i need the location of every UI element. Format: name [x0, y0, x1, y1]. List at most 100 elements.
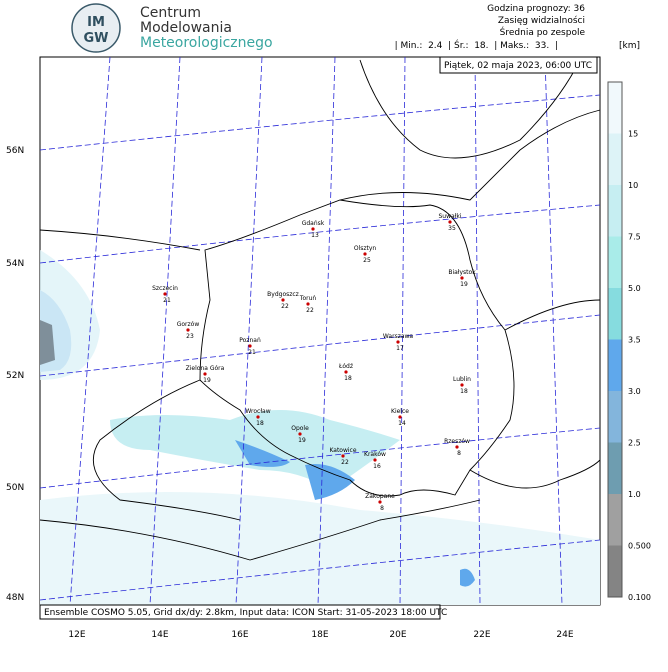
poland-border — [199, 199, 515, 497]
lon-line — [399, 56, 406, 606]
city-value: 19 — [298, 437, 306, 444]
method: Średnia po zespole — [500, 26, 586, 38]
lon-label: 20E — [389, 630, 406, 640]
city-name: Opole — [291, 425, 309, 432]
colorbar-label: 15 — [628, 130, 638, 139]
colorbar-label: 0.100 — [628, 593, 651, 602]
city-dot — [373, 458, 377, 462]
lat-line — [39, 314, 601, 377]
lon-label: 24E — [556, 630, 573, 640]
lat-label: 56N — [6, 146, 24, 156]
city-dot — [363, 252, 367, 256]
city-value: 17 — [396, 345, 404, 352]
colorbar-swatch — [608, 288, 622, 340]
city-name: Toruń — [299, 295, 317, 302]
city-name: Białystok — [448, 269, 476, 276]
city-value: 21 — [248, 349, 256, 356]
colorbar-swatch — [608, 185, 622, 237]
patch — [460, 568, 475, 587]
city-dot — [398, 415, 402, 419]
map: Gdańsk 13 Suwałki 35 Olsztyn 25 Białystok 19 Szc… — [39, 56, 601, 620]
city-dot — [311, 227, 315, 231]
city-dot — [378, 500, 382, 504]
city-dot — [448, 220, 452, 224]
colorbar: 15 10 7.5 5.0 3.5 3.0 2.5 1.0 0.500 0.100 — [607, 81, 651, 602]
city-value: 21 — [163, 297, 171, 304]
logo-text: Centrum — [140, 5, 201, 21]
colorbar-swatch — [608, 339, 622, 391]
colorbar-label: 7.5 — [628, 233, 641, 242]
lat-label: 52N — [6, 371, 24, 381]
cities: Gdańsk 13 Suwałki 35 Olsztyn 25 Białystok 19 Szc… — [152, 213, 476, 512]
city-value: 23 — [186, 333, 194, 340]
lat-line — [39, 204, 601, 264]
lat-line — [39, 539, 601, 601]
date-box — [439, 56, 598, 74]
patch — [235, 440, 290, 467]
city-name: Kraków — [364, 451, 386, 458]
city-value: 19 — [203, 377, 211, 384]
city-dot — [298, 432, 302, 436]
city-value: 25 — [363, 257, 371, 264]
city-value: 16 — [373, 463, 381, 470]
lon-line — [544, 56, 563, 606]
colorbar-label: 3.0 — [628, 387, 641, 396]
patch — [40, 320, 55, 365]
borders — [39, 59, 601, 561]
lat-label: 48N — [6, 593, 24, 603]
colorbar-swatch — [608, 545, 622, 597]
graticule — [39, 56, 601, 606]
colorbar-swatch — [608, 442, 622, 494]
city-dot — [341, 454, 345, 458]
lon-line — [317, 56, 336, 606]
city-name: Suwałki — [438, 213, 461, 220]
city-dot — [460, 276, 464, 280]
city-value: 8 — [380, 505, 384, 512]
lon-label: 16E — [231, 630, 248, 640]
city-dot — [306, 302, 310, 306]
lat-line — [39, 94, 601, 151]
city-value: 22 — [281, 303, 289, 310]
colorbar-frame — [607, 81, 623, 598]
city-dot — [344, 370, 348, 374]
city-name: Rzeszów — [444, 438, 470, 445]
border — [92, 379, 241, 521]
colorbar-label: 2.5 — [628, 439, 641, 448]
date: Piątek, 02 maja 2023, 06:00 UTC — [444, 61, 592, 71]
lon-line — [474, 56, 481, 606]
city-name: Zielona Góra — [186, 365, 225, 372]
city-name: Warszawa — [383, 333, 414, 340]
border — [39, 229, 201, 251]
parameter: Zasięg widzialności — [498, 15, 585, 26]
city-value: 13 — [311, 232, 319, 239]
lon-line — [149, 56, 181, 606]
city-value: 22 — [341, 459, 349, 466]
city-dot — [248, 344, 252, 348]
city-dot — [460, 383, 464, 387]
logo-text: Meteorologicznego — [140, 35, 273, 51]
lon-line — [235, 56, 263, 606]
city-value: 19 — [460, 281, 468, 288]
axis-labels: 56N 54N 52N 50N 48N 12E 14E 16E 18E 20E 22E 24E — [6, 146, 574, 640]
city-dot — [186, 328, 190, 332]
city-name: Gorzów — [177, 321, 200, 328]
border — [339, 109, 601, 201]
colorbar-label: 10 — [628, 181, 638, 190]
lat-line — [39, 427, 601, 489]
logo-mark: IM — [87, 15, 105, 30]
city-value: 18 — [256, 420, 264, 427]
city-name: Zakopane — [365, 493, 395, 500]
lat-label: 50N — [6, 483, 24, 493]
city-dot — [256, 415, 260, 419]
lon-label: 22E — [473, 630, 490, 640]
city-value: 18 — [344, 375, 352, 382]
city-dot — [163, 292, 167, 296]
city-name: Olsztyn — [354, 245, 377, 252]
city-name: Wrocław — [245, 408, 270, 415]
city-value: 8 — [457, 450, 461, 457]
lon-label: 18E — [311, 630, 328, 640]
logo-circle — [71, 3, 121, 53]
city-name: Bydgoszcz — [267, 291, 299, 298]
stats: | Min.: 2.4 | Śr.: 18. | Maks.: 33. | — [395, 39, 558, 51]
colorbar-swatch — [608, 494, 622, 546]
